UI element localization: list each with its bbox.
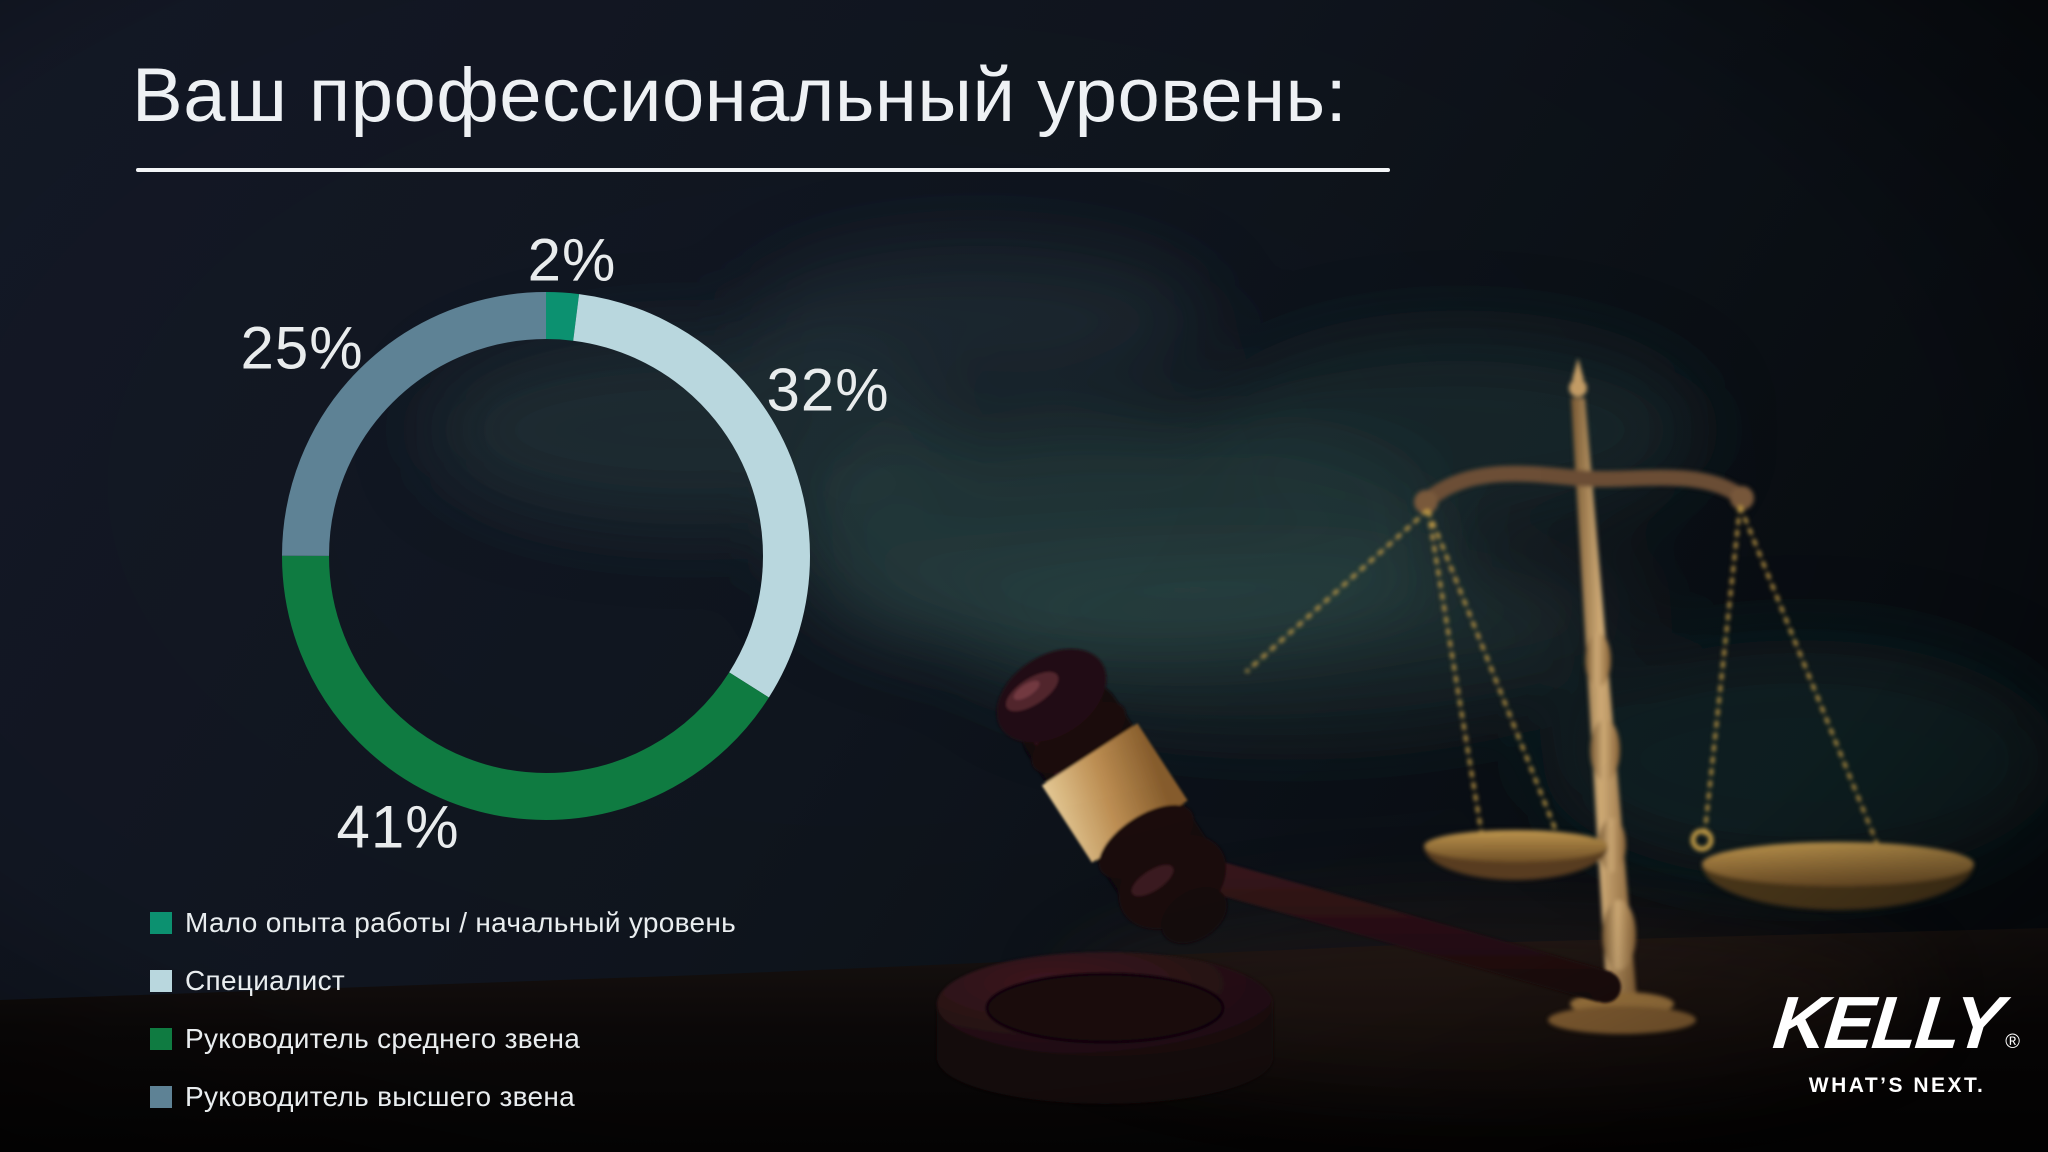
legend-swatch-green bbox=[150, 1028, 172, 1050]
legend-swatch-lightblue bbox=[150, 970, 172, 992]
donut-segment-25% bbox=[282, 292, 810, 820]
legend-item: Руководитель высшего звена bbox=[150, 1068, 736, 1126]
kelly-tagline: WHAT’S NEXT. bbox=[1808, 1074, 1986, 1097]
page-title: Ваш профессиональный уровень: bbox=[132, 53, 1348, 138]
kelly-wordmark: KELLY bbox=[1769, 981, 2006, 1064]
legend-label: Мало опыта работы / начальный уровень bbox=[185, 907, 736, 938]
title-underline bbox=[136, 168, 1390, 172]
slice-label-41pct: 41% bbox=[336, 793, 460, 861]
chart-legend: Мало опыта работы / начальный уровень Сп… bbox=[150, 894, 736, 1126]
donut-segment-41% bbox=[282, 292, 810, 820]
legend-swatch-teal bbox=[150, 912, 172, 934]
slice-label-25pct: 25% bbox=[240, 314, 364, 382]
legend-item: Специалист bbox=[150, 952, 736, 1010]
donut-segment-32% bbox=[282, 292, 810, 820]
kelly-brand-line: KELLY® bbox=[1770, 981, 2020, 1064]
kelly-logo: KELLY® WHAT’S NEXT. bbox=[1770, 981, 2020, 1098]
legend-label: Специалист bbox=[185, 965, 346, 996]
legend-label: Руководитель высшего звена bbox=[185, 1081, 575, 1112]
registered-trademark-icon: ® bbox=[2005, 1031, 2020, 1053]
legend-swatch-grayblue bbox=[150, 1086, 172, 1108]
legend-item: Мало опыта работы / начальный уровень bbox=[150, 894, 736, 952]
legend-item: Руководитель среднего звена bbox=[150, 1010, 736, 1068]
slice-label-2pct: 2% bbox=[527, 226, 617, 294]
legend-label: Руководитель среднего звена bbox=[185, 1023, 581, 1054]
slice-label-32pct: 32% bbox=[766, 356, 890, 424]
